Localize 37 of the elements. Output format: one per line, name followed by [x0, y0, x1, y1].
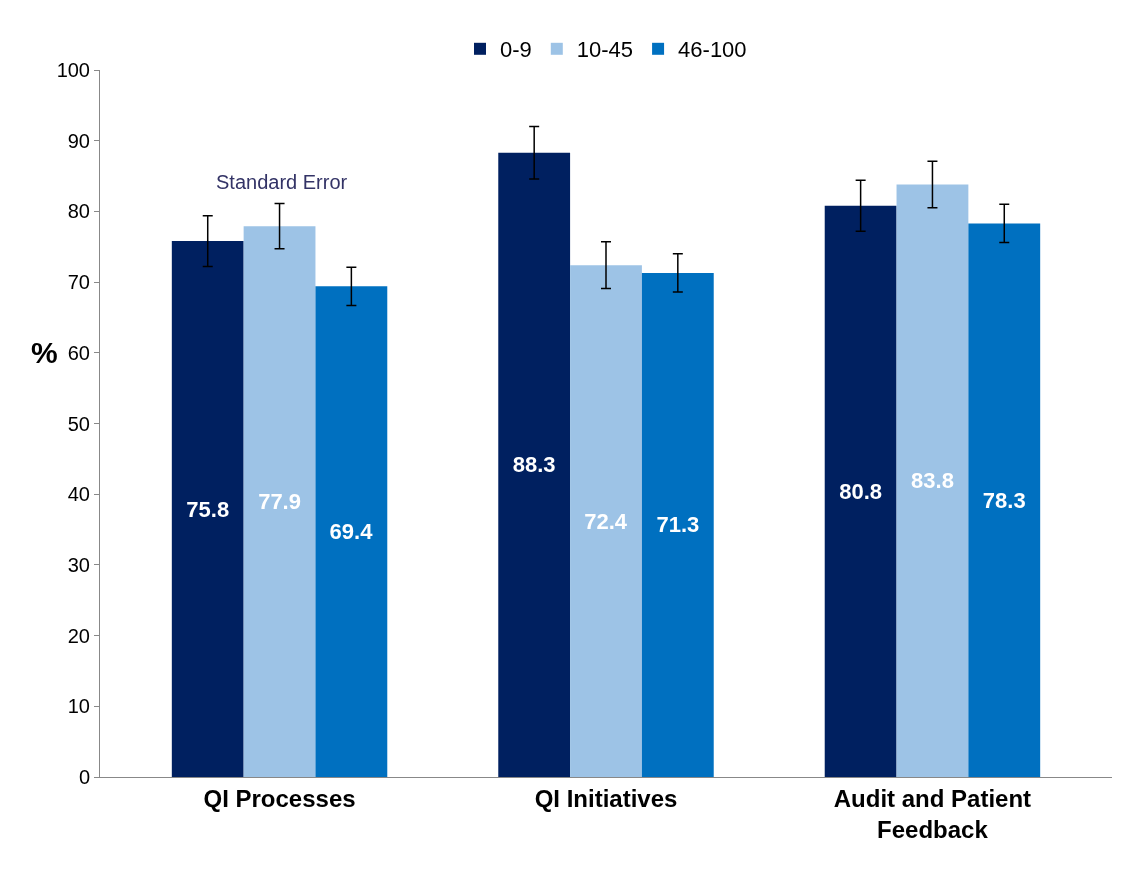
- y-tick-label: 10: [67, 695, 90, 718]
- y-tick-label: 60: [67, 341, 90, 364]
- y-axis-title: %: [31, 336, 58, 369]
- y-tick-label: 40: [67, 483, 90, 506]
- bar: [824, 205, 897, 777]
- y-tick-label: 70: [67, 271, 90, 294]
- bar: [315, 286, 388, 777]
- data-label: 71.3: [656, 512, 700, 538]
- x-tick-label: Audit and Patient Feedback: [833, 784, 1032, 843]
- bar: [171, 241, 244, 777]
- legend-label: 10-45: [576, 37, 634, 63]
- y-tick-label: 0: [78, 766, 90, 788]
- bar: [641, 272, 714, 777]
- data-label: 69.4: [329, 519, 374, 545]
- data-label: 83.8: [911, 468, 954, 494]
- y-tick-label: 30: [67, 553, 90, 576]
- y-tick-label: 50: [67, 412, 90, 435]
- annotation: Standard Error: [216, 171, 348, 193]
- y-tick-label: 100: [56, 59, 90, 81]
- bar: [243, 226, 316, 777]
- data-label: 77.9: [258, 489, 301, 515]
- y-tick-label: 80: [67, 200, 90, 223]
- data-label: 88.3: [512, 452, 556, 478]
- x-tick-label: QI Initiatives: [534, 784, 678, 812]
- data-label: 78.3: [982, 487, 1026, 513]
- legend-label: 0-9: [500, 37, 532, 63]
- data-label: 72.4: [584, 508, 628, 534]
- bar: [498, 152, 571, 777]
- bar: [968, 223, 1041, 777]
- x-tick-label: QI Processes: [203, 784, 356, 812]
- y-tick-label: 20: [67, 624, 90, 647]
- bar: [570, 265, 642, 777]
- legend-label: 46-100: [678, 37, 747, 63]
- bar: [896, 184, 969, 777]
- data-label: 80.8: [839, 478, 883, 504]
- y-tick-label: 90: [67, 129, 90, 152]
- data-label: 75.8: [186, 496, 230, 522]
